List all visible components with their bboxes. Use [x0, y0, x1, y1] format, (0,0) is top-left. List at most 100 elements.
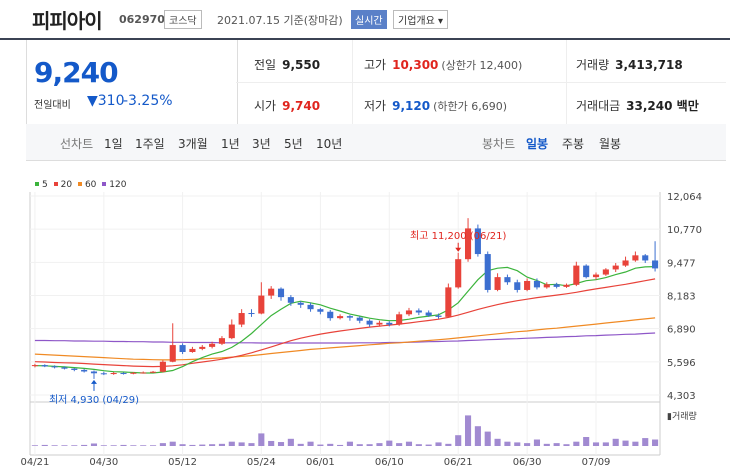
volume-bar	[169, 441, 176, 446]
x-tick-label: 05/24	[247, 457, 276, 468]
volume-bar	[199, 444, 206, 446]
candle-body	[41, 365, 48, 367]
volume-bar	[258, 433, 265, 446]
tab-3y[interactable]: 3년	[252, 137, 271, 151]
stock-name: 피피아이	[32, 9, 103, 33]
volume-bar	[376, 443, 383, 446]
candle-body	[484, 254, 491, 290]
low-annotation: 최저 4,930 (04/29)	[49, 394, 139, 406]
candle-body	[100, 373, 107, 375]
volume-bar	[337, 444, 344, 446]
candle-body	[238, 313, 245, 325]
volume-bar	[396, 443, 403, 446]
high-value: 10,300	[392, 58, 439, 72]
candle-body	[140, 372, 147, 374]
candle-body	[169, 345, 176, 362]
volume-bar	[218, 443, 226, 446]
volume-bar	[622, 440, 629, 446]
candle-body	[71, 368, 78, 370]
candle-body	[602, 269, 609, 275]
volume-bar	[642, 438, 649, 446]
candle-body	[464, 228, 472, 260]
candle-body	[189, 348, 196, 352]
candle-body	[199, 346, 206, 349]
volume-bar	[386, 440, 393, 446]
candle-body	[622, 260, 629, 266]
tab-1y[interactable]: 1년	[221, 137, 240, 151]
volume-bar	[573, 441, 580, 446]
volume-bar	[583, 437, 590, 446]
candle-body	[149, 371, 157, 373]
candle-body	[514, 282, 521, 290]
low-value: 9,120	[392, 99, 431, 113]
x-tick-label: 04/30	[89, 457, 118, 468]
volume-bar	[504, 441, 511, 446]
candle-body	[31, 365, 38, 367]
candle-body	[652, 260, 659, 269]
volume-bar	[533, 439, 541, 446]
volume: 거래량 3,413,718	[576, 56, 683, 73]
candle-body	[524, 280, 531, 290]
volume-bar	[484, 431, 491, 446]
volume-bar	[120, 444, 127, 446]
candle-body	[317, 309, 324, 312]
volume-bar	[356, 444, 363, 446]
upper-limit: (상한가 12,400)	[441, 59, 523, 72]
y-tick-label: 5,596	[667, 358, 696, 369]
ma120-line	[34, 332, 656, 344]
candle-body	[553, 284, 560, 287]
ma20-swatch	[53, 182, 58, 186]
volume-bar	[287, 438, 294, 446]
tab-weekly[interactable]: 주봉	[562, 137, 585, 151]
volume-bar	[297, 443, 304, 446]
volume-bar	[140, 445, 147, 446]
volume-bar	[317, 444, 324, 446]
candle-body	[307, 304, 314, 310]
candle-body	[356, 317, 363, 321]
change-label: 전일대비	[34, 100, 71, 111]
tab-1d[interactable]: 1일	[104, 137, 123, 151]
tab-3m[interactable]: 3개월	[178, 137, 208, 151]
tab-monthly[interactable]: 월봉	[599, 137, 622, 151]
volume-bar	[514, 442, 521, 446]
company-info-dropdown[interactable]: 기업개요 ▾	[393, 10, 448, 29]
chart-period-tabs: 선차트 1일 1주일 3개월 1년 3년 5년 10년 봉차트 일봉 주봉 월봉	[26, 124, 726, 161]
volume-bar	[248, 443, 255, 446]
candle-body	[405, 310, 413, 315]
realtime-button[interactable]: 실시간	[351, 10, 387, 29]
candle-body	[90, 371, 98, 374]
volume-bar	[209, 444, 216, 446]
x-tick-label: 04/21	[21, 457, 50, 468]
volume-bar	[41, 444, 48, 446]
tab-1w[interactable]: 1주일	[135, 137, 165, 151]
volume-label: ▮거래량	[667, 410, 697, 422]
volume-bar	[307, 441, 314, 446]
high-price: 고가 10,300 (상한가 12,400)	[364, 56, 522, 73]
volume-bar	[346, 441, 353, 446]
tab-daily[interactable]: 일봉	[526, 137, 549, 151]
candle-body	[592, 274, 600, 278]
change-percent: -3.25%	[123, 93, 173, 109]
candle-body	[297, 302, 304, 305]
x-tick-label: 06/10	[375, 457, 404, 468]
tab-5y[interactable]: 5년	[284, 137, 303, 151]
tab-10y[interactable]: 10년	[316, 137, 343, 151]
volume-bar	[238, 442, 245, 446]
volume-bar	[159, 443, 166, 446]
prev-label: 전일	[254, 58, 277, 72]
volume-bar	[81, 444, 88, 446]
volume-bar	[149, 445, 157, 446]
y-tick-label: 12,064	[667, 192, 702, 203]
volume-bar	[179, 444, 186, 446]
volume-bar	[327, 443, 334, 446]
candle-body	[543, 284, 550, 288]
volume-bar	[31, 445, 38, 446]
candle-body	[346, 316, 353, 318]
quote-panel: 9,240 전일대비 ▼310 -3.25% 전일 9,550 고가 10,300(…	[26, 40, 726, 125]
volume-bar	[602, 442, 609, 446]
ma20-line	[34, 278, 656, 368]
x-tick-label: 06/01	[306, 457, 335, 468]
change-value: ▼310	[87, 93, 125, 109]
candle-body	[179, 345, 186, 352]
